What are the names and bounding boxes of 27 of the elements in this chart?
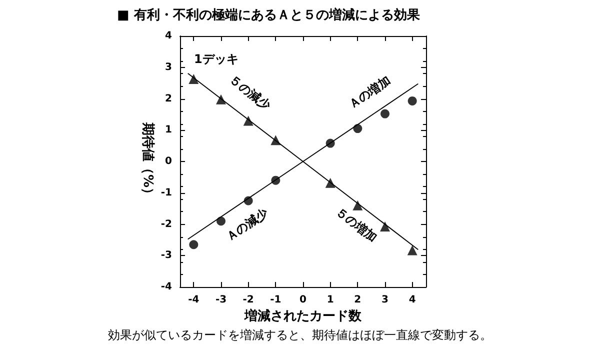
y-tick-label: -2 [160, 218, 172, 230]
y-tick-label: -3 [160, 250, 172, 262]
y-tick-label: 1 [165, 124, 172, 136]
x-tick-label: 0 [300, 294, 307, 306]
y-tick-label: 3 [165, 62, 172, 73]
x-axis-title: 増減されたカード数 [244, 308, 362, 324]
x-tick-label: 3 [382, 294, 389, 306]
y-tick-label: 4 [165, 30, 172, 42]
annotation: ５の増加 [333, 204, 380, 245]
y-tick-label: 0 [165, 156, 172, 167]
y-tick-label: 2 [165, 93, 172, 104]
y-axis-title: 期待値（%） [140, 121, 155, 201]
x-tick-label: -3 [215, 294, 227, 306]
x-tick-label: 2 [354, 294, 362, 306]
text: 効果が似ているカードを増減すると、期待値はほぼ一直線で変動する。 [108, 328, 492, 342]
chart-title: ■ 有利・不利の極端にあるＡと５の増減による効果 [117, 7, 421, 23]
y-tick-label: -1 [160, 187, 172, 198]
x-tick-label: -1 [270, 294, 282, 306]
y-tick-label: -4 [160, 282, 172, 292]
x-tick-label: 1 [326, 294, 334, 306]
annotation: 1デッキ [194, 52, 238, 66]
x-tick-label: 4 [408, 294, 416, 306]
annotation: Ａの減少 [223, 204, 272, 244]
x-tick-label: -4 [188, 294, 200, 306]
annotation: ５の減少 [226, 72, 274, 114]
x-tick-label: -2 [242, 294, 254, 306]
annotation: Ａの増加 [346, 73, 394, 112]
